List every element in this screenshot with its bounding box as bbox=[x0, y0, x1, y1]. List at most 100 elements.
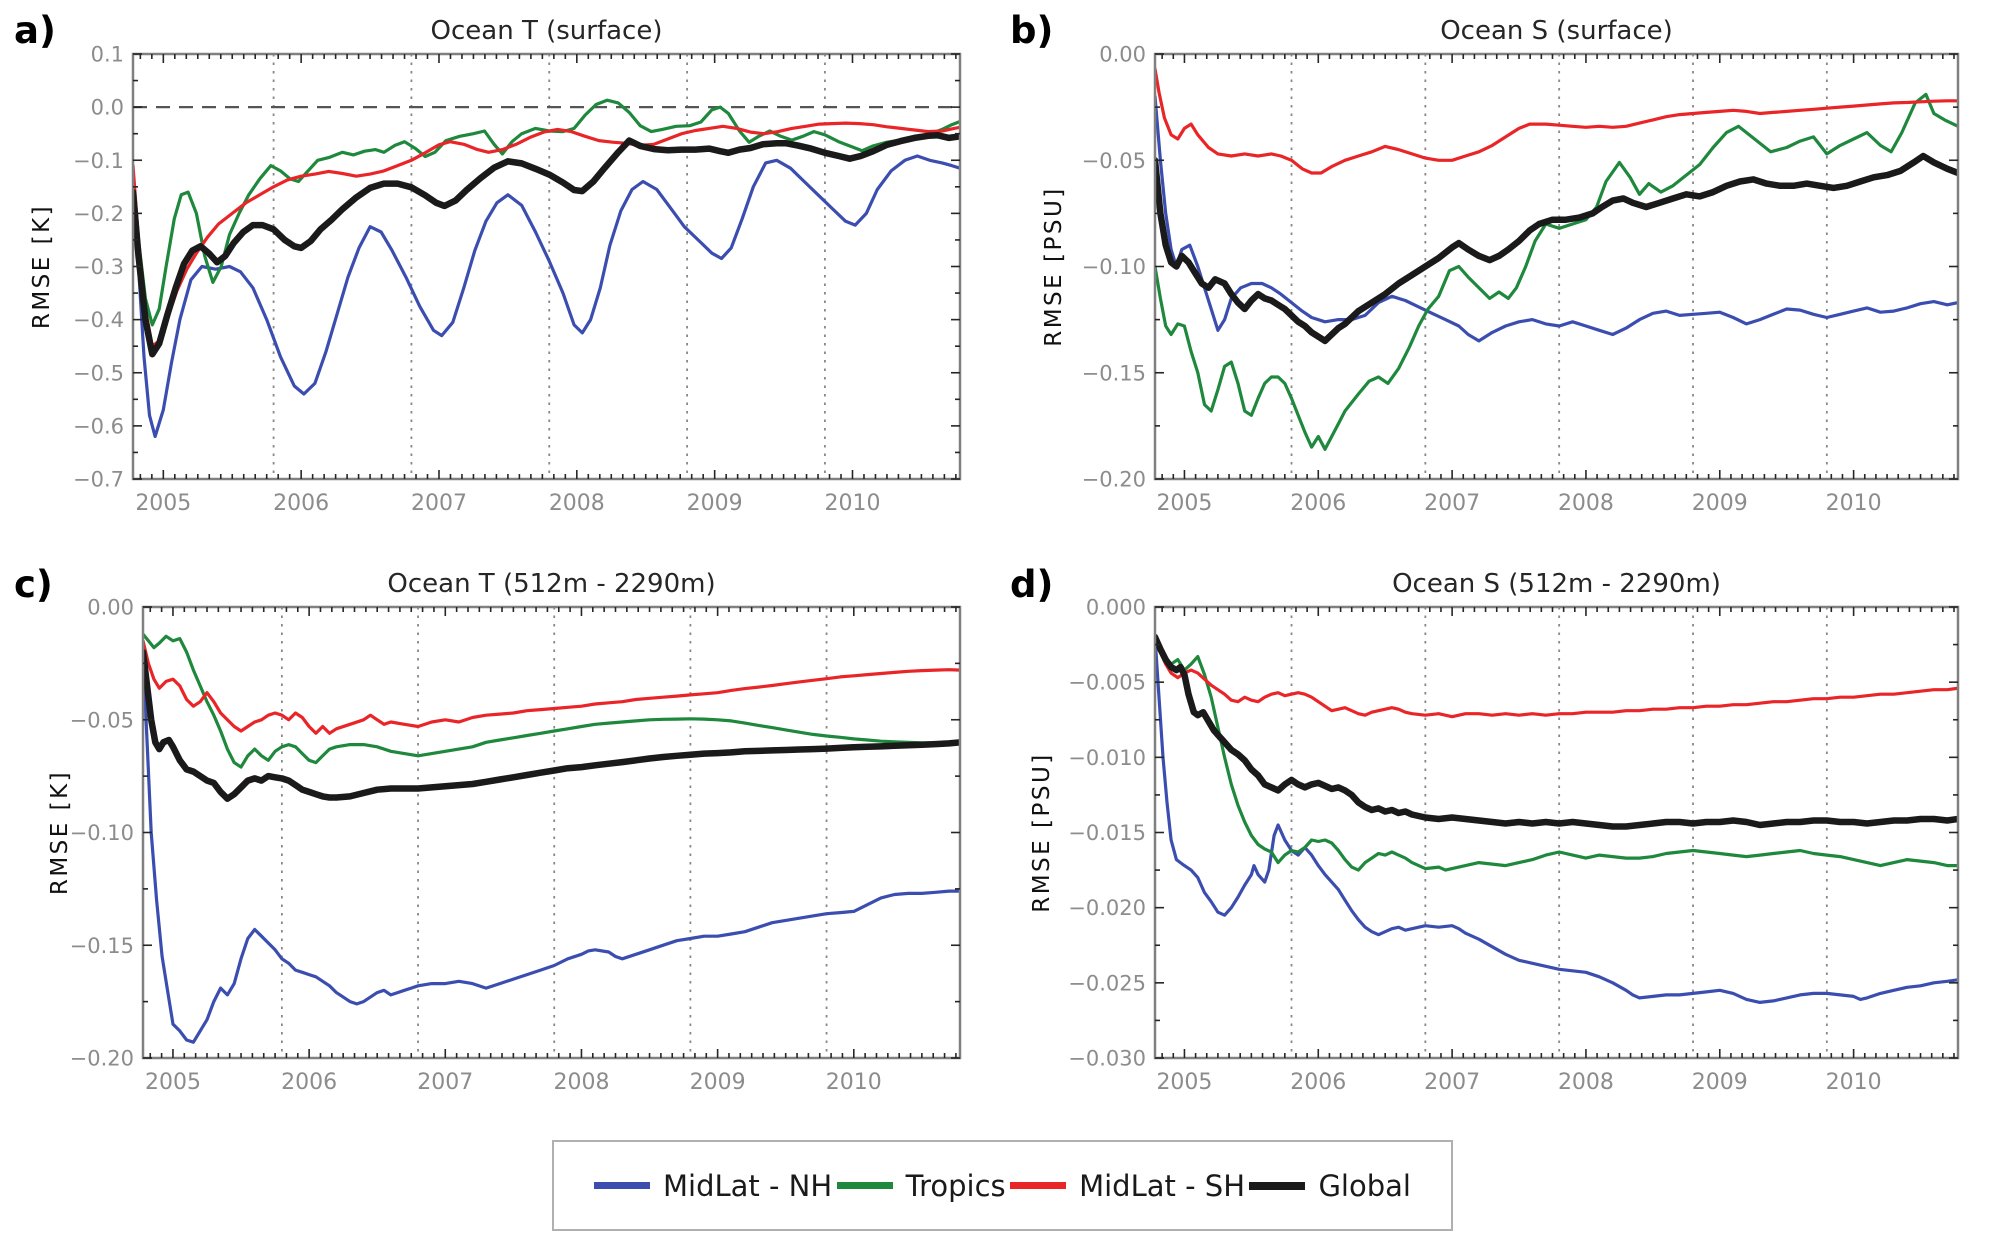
series-midlat_sh-line bbox=[143, 639, 960, 735]
legend-item-global: Global bbox=[1249, 1169, 1411, 1203]
series-tropics-line bbox=[143, 632, 960, 769]
panel-label-d: d) bbox=[1010, 563, 1054, 606]
svg-text:0.00: 0.00 bbox=[1099, 43, 1146, 67]
svg-text:2008: 2008 bbox=[1558, 1070, 1614, 1095]
svg-text:2005: 2005 bbox=[1156, 491, 1212, 516]
legend-label-tropics: Tropics bbox=[905, 1168, 1006, 1203]
svg-text:2006: 2006 bbox=[273, 491, 329, 516]
svg-text:−0.025: −0.025 bbox=[1068, 971, 1146, 995]
panel-c-y-axis-label: RMSE [K] bbox=[47, 770, 73, 895]
panel-a-y-tick-labels: 0.1 0.0 −0.1 −0.2 −0.3 −0.4 −0.5 −0.6 −0.7 bbox=[73, 43, 124, 492]
svg-text:2007: 2007 bbox=[411, 491, 467, 516]
svg-text:2005: 2005 bbox=[135, 491, 191, 516]
svg-text:−0.2: −0.2 bbox=[73, 202, 124, 226]
series-tropics-line bbox=[1155, 92, 1958, 451]
svg-text:−0.6: −0.6 bbox=[73, 414, 124, 438]
svg-text:−0.1: −0.1 bbox=[73, 149, 124, 173]
svg-text:2009: 2009 bbox=[690, 1070, 746, 1095]
panel-c-chart: 2005 2006 2007 2008 2009 2010 0.00 −0.05 −0.10 −0… bbox=[47, 569, 962, 1095]
svg-text:2010: 2010 bbox=[1826, 1070, 1882, 1095]
svg-text:2006: 2006 bbox=[1290, 491, 1346, 516]
svg-text:2009: 2009 bbox=[1692, 1070, 1748, 1095]
panel-d-x-tick-labels: 2005 2006 2007 2008 2009 2010 bbox=[1156, 1070, 1881, 1095]
svg-text:2009: 2009 bbox=[1692, 491, 1748, 516]
svg-text:2009: 2009 bbox=[687, 491, 743, 516]
panel-label-b: b) bbox=[1010, 9, 1054, 52]
panel-d-y-axis-label: RMSE [PSU] bbox=[1029, 752, 1055, 913]
panel-d-ticks bbox=[1155, 606, 1958, 1059]
panel-label-a: a) bbox=[14, 9, 56, 52]
svg-text:−0.015: −0.015 bbox=[1068, 821, 1146, 845]
panel-d-chart: 2005 2006 2007 2008 2009 2010 0.000 −0.005 −0.01… bbox=[1029, 569, 1960, 1095]
panel-a-frame bbox=[131, 52, 962, 481]
panel-c-x-tick-labels: 2005 2006 2007 2008 2009 2010 bbox=[145, 1070, 882, 1095]
svg-text:2006: 2006 bbox=[281, 1070, 337, 1095]
legend-label-midlat-nh: MidLat - NH bbox=[663, 1168, 833, 1203]
svg-text:−0.20: −0.20 bbox=[1082, 468, 1146, 492]
svg-text:−0.15: −0.15 bbox=[70, 934, 134, 958]
legend-swatch-global-icon bbox=[1249, 1181, 1306, 1190]
svg-text:0.00: 0.00 bbox=[87, 596, 134, 620]
series-global-line bbox=[133, 132, 960, 358]
series-midlat_nh-line bbox=[133, 154, 960, 439]
legend-swatch-midlat-nh-icon bbox=[594, 1182, 650, 1189]
panel-a-y-axis-label: RMSE [K] bbox=[29, 204, 55, 329]
svg-text:2008: 2008 bbox=[549, 491, 605, 516]
svg-text:0.1: 0.1 bbox=[91, 43, 124, 67]
svg-text:−0.3: −0.3 bbox=[73, 255, 124, 279]
series-global-line bbox=[1155, 152, 1958, 345]
svg-text:−0.10: −0.10 bbox=[70, 821, 134, 845]
svg-text:0.0: 0.0 bbox=[91, 96, 124, 120]
svg-text:−0.005: −0.005 bbox=[1068, 671, 1146, 695]
svg-text:2010: 2010 bbox=[826, 1070, 882, 1095]
svg-text:−0.10: −0.10 bbox=[1082, 255, 1146, 279]
svg-text:−0.5: −0.5 bbox=[73, 361, 124, 385]
svg-text:0.000: 0.000 bbox=[1086, 596, 1146, 620]
svg-text:2010: 2010 bbox=[1826, 491, 1882, 516]
svg-text:2007: 2007 bbox=[1424, 1070, 1480, 1095]
svg-text:−0.05: −0.05 bbox=[70, 708, 134, 732]
panel-d-title: Ocean S (512m - 2290m) bbox=[1392, 569, 1721, 599]
svg-text:2005: 2005 bbox=[145, 1070, 201, 1095]
legend-item-tropics: Tropics bbox=[836, 1168, 1006, 1203]
svg-text:2006: 2006 bbox=[1290, 1070, 1346, 1095]
svg-text:2007: 2007 bbox=[1424, 491, 1480, 516]
legend-label-global: Global bbox=[1318, 1168, 1411, 1203]
svg-text:2005: 2005 bbox=[1156, 1070, 1212, 1095]
panel-d-gridlines bbox=[1290, 607, 1828, 1058]
panel-label-c: c) bbox=[14, 563, 53, 606]
legend: MidLat - NH Tropics MidLat - SH Global bbox=[552, 1140, 1453, 1231]
series-midlat_nh-line bbox=[1155, 94, 1958, 343]
panel-a-chart: 2005 2006 2007 2008 2009 2010 0.1 0.0 −0.1 −0.2 −0… bbox=[29, 16, 962, 516]
svg-text:−0.7: −0.7 bbox=[73, 468, 124, 492]
panel-b-chart: 2005 2006 2007 2008 2009 2010 0.00 −0.05 −0.10 −0… bbox=[1041, 16, 1960, 516]
panel-c-gridlines bbox=[280, 607, 828, 1058]
panel-b-y-axis-label: RMSE [PSU] bbox=[1041, 186, 1067, 347]
legend-swatch-midlat-sh-icon bbox=[1010, 1182, 1067, 1189]
svg-text:−0.4: −0.4 bbox=[73, 308, 124, 332]
svg-text:2007: 2007 bbox=[417, 1070, 473, 1095]
legend-item-midlat-sh: MidLat - SH bbox=[1010, 1169, 1245, 1203]
panel-b-gridlines bbox=[1290, 54, 1828, 479]
panel-a-title: Ocean T (surface) bbox=[431, 16, 663, 46]
svg-text:−0.20: −0.20 bbox=[70, 1047, 134, 1071]
panel-b-ticks bbox=[1155, 53, 1958, 480]
panel-c-title: Ocean T (512m - 2290m) bbox=[387, 569, 715, 599]
series-midlat_nh-line bbox=[143, 650, 960, 1044]
panel-b-x-tick-labels: 2005 2006 2007 2008 2009 2010 bbox=[1156, 491, 1881, 516]
series-global-line bbox=[143, 648, 960, 802]
svg-text:−0.030: −0.030 bbox=[1068, 1047, 1146, 1071]
svg-text:−0.010: −0.010 bbox=[1068, 746, 1146, 770]
panel-a-gridlines bbox=[272, 54, 826, 479]
panel-b-y-tick-labels: 0.00 −0.05 −0.10 −0.15 −0.20 bbox=[1082, 43, 1146, 492]
series-midlat_nh-line bbox=[1155, 635, 1958, 1004]
series-tropics-line bbox=[1155, 635, 1958, 872]
svg-text:−0.020: −0.020 bbox=[1068, 896, 1146, 920]
panel-b-frame bbox=[1153, 52, 1960, 481]
panel-b-title: Ocean S (surface) bbox=[1440, 16, 1673, 46]
series-midlat_sh-line bbox=[1155, 67, 1958, 175]
panel-a-ticks bbox=[133, 53, 960, 480]
svg-text:2008: 2008 bbox=[553, 1070, 609, 1095]
panel-c-frame bbox=[141, 605, 962, 1060]
